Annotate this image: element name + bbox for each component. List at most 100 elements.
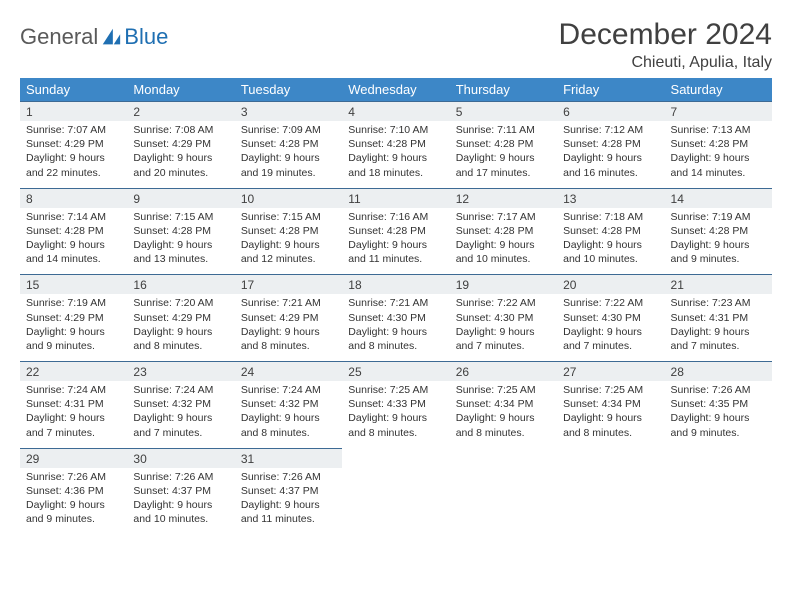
sunset-line: Sunset: 4:29 PM — [241, 312, 319, 324]
daylight-line: Daylight: 9 hours and 10 minutes. — [456, 239, 535, 265]
sunrise-line: Sunrise: 7:20 AM — [133, 297, 213, 309]
weekday-head: Sunday — [20, 78, 127, 102]
day-detail-cell: Sunrise: 7:09 AMSunset: 4:28 PMDaylight:… — [235, 121, 342, 188]
sunset-line: Sunset: 4:28 PM — [241, 225, 319, 237]
daylight-line: Daylight: 9 hours and 8 minutes. — [133, 326, 212, 352]
daylight-line: Daylight: 9 hours and 9 minutes. — [26, 326, 105, 352]
sunrise-line: Sunrise: 7:25 AM — [563, 384, 643, 396]
weekday-head: Friday — [557, 78, 664, 102]
day-number-row: 1234567 — [20, 102, 772, 122]
day-detail-cell: Sunrise: 7:24 AM Sunset: 4:32 PM Daylight:… — [235, 381, 342, 448]
day-number-cell: 31 — [235, 448, 342, 468]
sunrise-line: Sunrise: 7:10 AM — [348, 124, 428, 136]
daylight-line: Daylight: 9 hours and 8 minutes. — [348, 412, 427, 438]
day-number-row: 15161718192021 — [20, 275, 772, 295]
sunrise-line: Sunrise: 7:16 AM — [348, 211, 428, 223]
day-number-cell: 16 — [127, 275, 234, 295]
day-detail-cell: Sunrise: 7:26 AMSunset: 4:37 PMDaylight:… — [235, 468, 342, 535]
daylight-line: Daylight: 9 hours and 11 minutes. — [348, 239, 427, 265]
daylight-line: Daylight: 9 hours and 11 minutes. — [241, 499, 320, 525]
day-number-cell: 13 — [557, 188, 664, 208]
day-number-cell: 5 — [450, 102, 557, 122]
daylight-line: Daylight: 9 hours and 8 minutes. — [563, 412, 642, 438]
day-number-cell: 30 — [127, 448, 234, 468]
sunrise-line: Sunrise: 7:19 AM — [26, 297, 106, 309]
day-number-cell: 20 — [557, 275, 664, 295]
day-detail-cell: Sunrise: 7:26 AMSunset: 4:36 PMDaylight:… — [20, 468, 127, 535]
sunset-line: Sunset: 4:32 PM — [241, 398, 319, 410]
day-number-cell: 10 — [235, 188, 342, 208]
sunrise-line: Sunrise: 7:18 AM — [563, 211, 643, 223]
day-detail-cell: Sunrise: 7:15 AMSunset: 4:28 PMDaylight:… — [235, 208, 342, 275]
day-number-cell: 28 — [665, 362, 772, 382]
sunset-line: Sunset: 4:28 PM — [563, 138, 641, 150]
sunrise-line: Sunrise: 7:17 AM — [456, 211, 536, 223]
day-number-cell: 8 — [20, 188, 127, 208]
day-detail-cell — [342, 468, 449, 535]
daylight-line: Daylight: 9 hours and 9 minutes. — [671, 412, 750, 438]
daylight-line: Daylight: 9 hours and 16 minutes. — [563, 152, 642, 178]
sunset-line: Sunset: 4:30 PM — [348, 312, 426, 324]
calendar-table: Sunday Monday Tuesday Wednesday Thursday… — [20, 78, 772, 534]
daylight-line: Daylight: 9 hours and 7 minutes. — [563, 326, 642, 352]
daylight-line: Daylight: 9 hours and 9 minutes. — [26, 499, 105, 525]
sunset-line: Sunset: 4:35 PM — [671, 398, 749, 410]
page-header: General Blue December 2024 Chieuti, Apul… — [20, 18, 772, 72]
sunrise-line: Sunrise: 7:24 AM — [133, 384, 213, 396]
sunset-line: Sunset: 4:31 PM — [26, 398, 104, 410]
day-detail-cell: Sunrise: 7:26 AMSunset: 4:37 PMDaylight:… — [127, 468, 234, 535]
sunset-line: Sunset: 4:31 PM — [671, 312, 749, 324]
logo-text-blue: Blue — [124, 24, 168, 50]
sunrise-line: Sunrise: 7:21 AM — [241, 297, 321, 309]
sunrise-line: Sunrise: 7:21 AM — [348, 297, 428, 309]
day-number-cell: 11 — [342, 188, 449, 208]
day-number-cell: 18 — [342, 275, 449, 295]
day-detail-cell: Sunrise: 7:24 AM Sunset: 4:32 PM Daylight:… — [127, 381, 234, 448]
day-detail-cell: Sunrise: 7:24 AMSunset: 4:31 PMDaylight:… — [20, 381, 127, 448]
day-number-cell: 22 — [20, 362, 127, 382]
day-number-cell: 19 — [450, 275, 557, 295]
sunrise-line: Sunrise: 7:08 AM — [133, 124, 213, 136]
daylight-line: Daylight: 9 hours and 8 minutes. — [241, 412, 320, 438]
location: Chieuti, Apulia, Italy — [559, 54, 772, 72]
sunset-line: Sunset: 4:28 PM — [348, 138, 426, 150]
day-number-cell: 26 — [450, 362, 557, 382]
weekday-head: Wednesday — [342, 78, 449, 102]
day-detail-row: Sunrise: 7:24 AM Sunset: 4:31 PM Daylight:… — [20, 381, 772, 448]
sunset-line: Sunset: 4:28 PM — [241, 138, 319, 150]
sunrise-line: Sunrise: 7:11 AM — [456, 124, 535, 136]
sunset-line: Sunset: 4:29 PM — [133, 138, 211, 150]
day-number-cell: 9 — [127, 188, 234, 208]
sunrise-line: Sunrise: 7:24 AM — [241, 384, 321, 396]
day-number-cell: 29 — [20, 448, 127, 468]
day-number-cell: 6 — [557, 102, 664, 122]
daylight-line: Daylight: 9 hours and 9 minutes. — [671, 239, 750, 265]
day-detail-row: Sunrise: 7:26 AMSunset: 4:36 PMDaylight:… — [20, 468, 772, 535]
sunset-line: Sunset: 4:28 PM — [26, 225, 104, 237]
day-detail-cell: Sunrise: 7:08 AM Sunset: 4:29 PM Daylight:… — [127, 121, 234, 188]
sunrise-line: Sunrise: 7:09 AM — [241, 124, 321, 136]
daylight-line: Daylight: 9 hours and 14 minutes. — [26, 239, 105, 265]
sunset-line: Sunset: 4:28 PM — [133, 225, 211, 237]
sunrise-line: Sunrise: 7:23 AM — [671, 297, 751, 309]
sunset-line: Sunset: 4:29 PM — [26, 138, 104, 150]
day-detail-cell: Sunrise: 7:07 AMSunset: 4:29 PMDaylight:… — [20, 121, 127, 188]
sunrise-line: Sunrise: 7:24 AM — [26, 384, 106, 396]
sunset-line: Sunset: 4:32 PM — [133, 398, 211, 410]
day-detail-cell: Sunrise: 7:23 AMSunset: 4:31 PMDaylight:… — [665, 294, 772, 361]
daylight-line: Daylight: 9 hours and 20 minutes. — [133, 152, 212, 178]
day-detail-row: Sunrise: 7:07 AMSunset: 4:29 PMDaylight:… — [20, 121, 772, 188]
logo-sail-icon — [100, 26, 122, 48]
daylight-line: Daylight: 9 hours and 12 minutes. — [241, 239, 320, 265]
logo-text-general: General — [20, 24, 98, 50]
daylight-line: Daylight: 9 hours and 7 minutes. — [133, 412, 212, 438]
sunrise-line: Sunrise: 7:13 AM — [671, 124, 751, 136]
sunset-line: Sunset: 4:28 PM — [563, 225, 641, 237]
day-number-cell: 23 — [127, 362, 234, 382]
day-number-cell: 14 — [665, 188, 772, 208]
sunset-line: Sunset: 4:33 PM — [348, 398, 426, 410]
day-detail-cell: Sunrise: 7:22 AMSunset: 4:30 PMDaylight:… — [557, 294, 664, 361]
day-number-row: 293031 — [20, 448, 772, 468]
day-number-row: 891011121314 — [20, 188, 772, 208]
sunrise-line: Sunrise: 7:19 AM — [671, 211, 751, 223]
